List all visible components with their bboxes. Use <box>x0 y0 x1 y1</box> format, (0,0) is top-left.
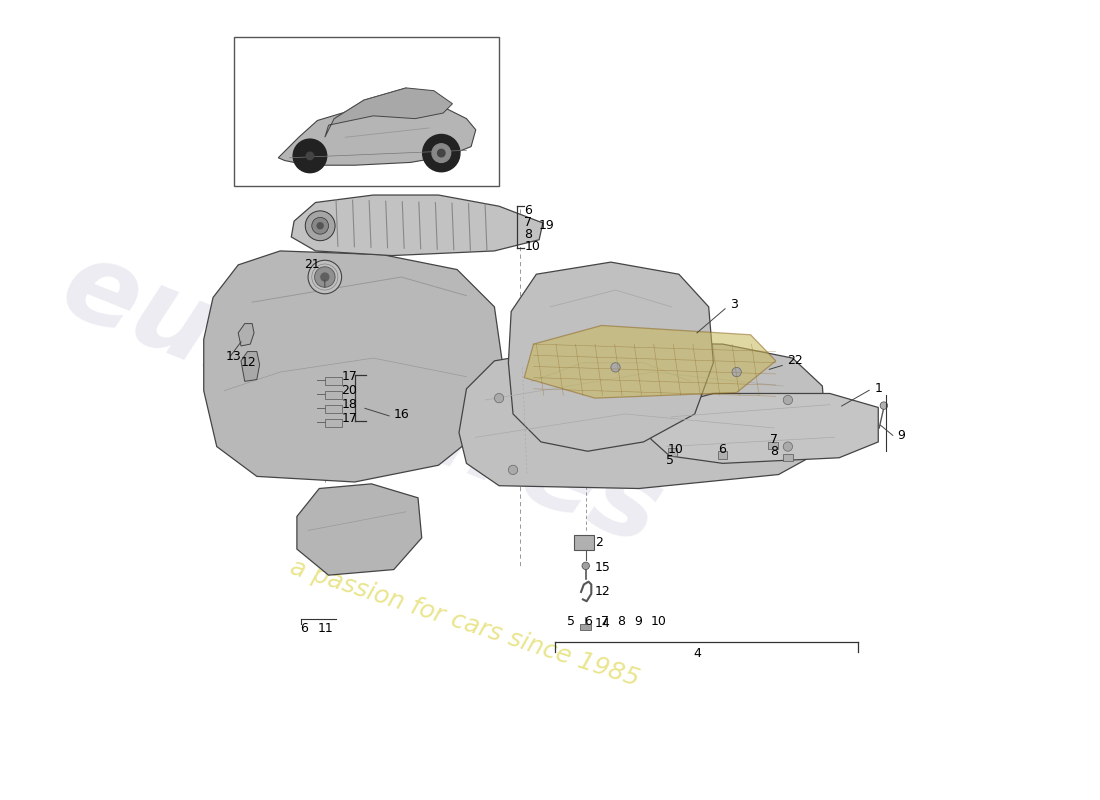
Text: 10: 10 <box>651 615 667 628</box>
Circle shape <box>320 272 330 282</box>
Bar <box>233 37 499 186</box>
Circle shape <box>508 466 518 474</box>
Text: 7: 7 <box>525 217 532 230</box>
Text: 8: 8 <box>770 445 778 458</box>
Circle shape <box>317 222 323 230</box>
Circle shape <box>732 367 741 377</box>
Text: 6: 6 <box>525 204 532 218</box>
Text: 17: 17 <box>342 370 358 383</box>
Polygon shape <box>651 394 878 463</box>
Circle shape <box>880 402 888 410</box>
Text: 6: 6 <box>300 622 308 634</box>
Text: 1: 1 <box>874 382 882 395</box>
Circle shape <box>438 150 446 157</box>
Polygon shape <box>278 104 476 166</box>
Bar <box>324 418 342 427</box>
Text: 9: 9 <box>635 615 642 628</box>
Circle shape <box>311 218 329 234</box>
Bar <box>718 451 727 458</box>
Text: 20: 20 <box>342 384 358 397</box>
Circle shape <box>306 152 313 160</box>
Text: 7: 7 <box>770 433 778 446</box>
Bar <box>324 405 342 413</box>
Text: 2: 2 <box>595 536 603 549</box>
Text: 5: 5 <box>568 615 575 628</box>
Text: 14: 14 <box>595 617 610 630</box>
Text: 16: 16 <box>394 409 409 422</box>
Text: 8: 8 <box>617 615 626 628</box>
Bar <box>324 390 342 399</box>
Text: europares: europares <box>47 231 678 569</box>
Circle shape <box>783 442 792 451</box>
Circle shape <box>610 362 620 372</box>
Circle shape <box>783 395 792 405</box>
Circle shape <box>308 260 342 294</box>
Text: 17: 17 <box>342 412 358 425</box>
Text: 12: 12 <box>241 356 256 370</box>
Text: 18: 18 <box>342 398 358 411</box>
Bar <box>768 442 778 450</box>
Circle shape <box>315 266 336 287</box>
Text: 3: 3 <box>730 298 738 311</box>
Text: 22: 22 <box>786 354 803 367</box>
Text: 19: 19 <box>539 219 554 232</box>
Text: 21: 21 <box>305 258 320 271</box>
Circle shape <box>582 562 590 570</box>
Bar <box>668 449 676 456</box>
Text: 10: 10 <box>525 240 540 253</box>
Circle shape <box>422 134 460 172</box>
Text: 4: 4 <box>694 647 702 660</box>
Bar <box>324 377 342 385</box>
Polygon shape <box>239 324 254 346</box>
Polygon shape <box>204 251 504 482</box>
Text: 15: 15 <box>595 562 610 574</box>
Text: 13: 13 <box>227 350 242 362</box>
Polygon shape <box>324 88 452 138</box>
Circle shape <box>494 394 504 402</box>
Polygon shape <box>525 326 775 398</box>
Text: 9: 9 <box>896 429 905 442</box>
Text: 12: 12 <box>595 586 610 598</box>
Text: a passion for cars since 1985: a passion for cars since 1985 <box>287 556 642 691</box>
Bar <box>580 624 592 630</box>
Text: 11: 11 <box>318 622 333 634</box>
Text: 10: 10 <box>668 443 683 456</box>
Bar <box>783 454 792 462</box>
Text: 8: 8 <box>525 228 532 241</box>
Polygon shape <box>241 351 260 382</box>
Circle shape <box>294 139 327 173</box>
Bar <box>573 535 594 550</box>
Polygon shape <box>459 342 825 489</box>
Polygon shape <box>297 484 421 575</box>
Polygon shape <box>508 262 714 451</box>
Text: 6: 6 <box>584 615 592 628</box>
Text: 7: 7 <box>601 615 608 628</box>
Text: 5: 5 <box>666 454 674 467</box>
Circle shape <box>432 144 451 162</box>
Circle shape <box>306 211 336 241</box>
Polygon shape <box>292 195 543 255</box>
Text: 6: 6 <box>718 443 726 456</box>
